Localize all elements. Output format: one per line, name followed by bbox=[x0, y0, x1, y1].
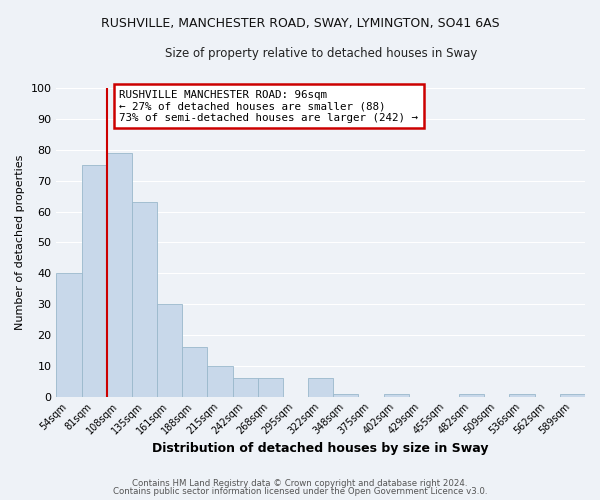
Text: RUSHVILLE, MANCHESTER ROAD, SWAY, LYMINGTON, SO41 6AS: RUSHVILLE, MANCHESTER ROAD, SWAY, LYMING… bbox=[101, 18, 499, 30]
Text: Contains HM Land Registry data © Crown copyright and database right 2024.: Contains HM Land Registry data © Crown c… bbox=[132, 478, 468, 488]
Text: RUSHVILLE MANCHESTER ROAD: 96sqm
← 27% of detached houses are smaller (88)
73% o: RUSHVILLE MANCHESTER ROAD: 96sqm ← 27% o… bbox=[119, 90, 418, 123]
Bar bbox=[182, 348, 208, 397]
Y-axis label: Number of detached properties: Number of detached properties bbox=[15, 154, 25, 330]
Bar bbox=[107, 153, 132, 396]
Bar bbox=[208, 366, 233, 396]
Bar bbox=[308, 378, 333, 396]
Bar bbox=[233, 378, 258, 396]
Bar bbox=[258, 378, 283, 396]
Bar bbox=[560, 394, 585, 396]
Text: Contains public sector information licensed under the Open Government Licence v3: Contains public sector information licen… bbox=[113, 487, 487, 496]
Bar bbox=[56, 273, 82, 396]
Bar bbox=[157, 304, 182, 396]
Bar bbox=[132, 202, 157, 396]
Bar bbox=[82, 165, 107, 396]
Bar bbox=[509, 394, 535, 396]
X-axis label: Distribution of detached houses by size in Sway: Distribution of detached houses by size … bbox=[152, 442, 489, 455]
Bar bbox=[333, 394, 358, 396]
Title: Size of property relative to detached houses in Sway: Size of property relative to detached ho… bbox=[164, 48, 477, 60]
Bar bbox=[383, 394, 409, 396]
Bar bbox=[459, 394, 484, 396]
